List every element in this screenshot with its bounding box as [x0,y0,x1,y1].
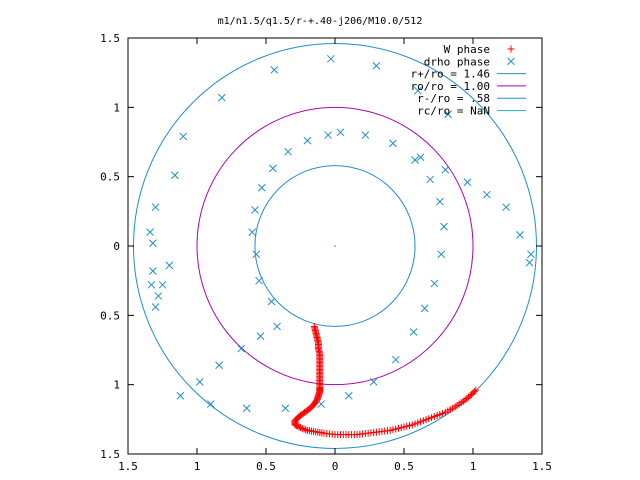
x-marker [273,322,281,331]
y-tick-label: 1.5 [100,32,120,45]
points-series-0 [291,322,480,439]
legend-marker [507,57,515,66]
center-dot [334,245,336,247]
x-marker [171,171,179,180]
x-marker [437,250,446,259]
x-marker [327,54,335,63]
x-marker [217,93,226,102]
x-marker [344,391,353,400]
x-marker [389,139,397,148]
x-marker [463,178,472,187]
x-marker [411,156,419,164]
x-marker [269,164,277,173]
points-series-1 [146,54,535,413]
plus-marker [470,388,478,396]
x-marker [482,190,491,199]
x-marker [303,136,312,145]
x-marker [151,203,160,212]
legend-label: drho phase [424,55,490,68]
plot-area [127,37,543,455]
x-marker [436,197,444,206]
x-marker [270,66,279,74]
x-marker [441,165,450,174]
x-marker [444,110,453,119]
x-marker [284,147,292,156]
y-tick-label: 0.5 [100,309,120,322]
x-tick-label: 0 [332,460,339,473]
x-marker [391,355,400,364]
x-marker [502,203,510,212]
x-marker [215,361,223,370]
x-marker [281,404,290,413]
plus-marker [298,424,306,432]
y-tick-label: 1.5 [100,448,120,461]
x-marker [206,400,215,408]
circle-series-4 [254,165,416,327]
plus-marker [302,426,310,434]
legend-marker [507,45,515,53]
legend-label: rc/ro = NaN [417,105,490,118]
x-marker [147,280,156,289]
x-marker [426,175,435,184]
x-marker [420,304,429,313]
x-tick-label: 1 [194,460,201,473]
x-marker [413,86,422,95]
x-marker [361,131,370,139]
x-marker [258,183,266,192]
x-marker [179,132,188,141]
x-marker [267,297,276,306]
x-marker [440,222,448,231]
x-tick-label: 1.5 [118,460,138,473]
x-marker [158,280,167,289]
x-marker [195,378,204,386]
x-marker [525,258,534,267]
plus-marker [297,424,304,432]
x-tick-label: 0.5 [256,460,276,473]
x-marker [430,279,439,288]
y-tick-label: 0.5 [100,171,120,184]
x-marker [148,267,157,275]
x-marker [165,261,174,270]
x-marker [148,239,157,248]
plus-marker [300,425,308,433]
x-tick-label: 1 [470,460,477,473]
x-marker [369,378,378,386]
x-marker [324,131,332,139]
x-marker [242,404,251,413]
x-marker [248,228,257,236]
plus-marker [295,423,303,431]
legend-label: r-/ro = .58 [417,92,490,105]
y-tick-label: 0 [113,240,120,253]
x-marker [416,153,425,162]
x-marker [251,206,259,214]
x-marker [317,400,326,408]
chart-title: m1/n1.5/q1.5/r-+.40-j206/M10.0/512 [218,16,423,27]
x-marker [527,250,535,259]
x-marker [255,276,263,285]
x-marker [256,332,265,340]
y-tick-label: 1 [113,101,120,114]
x-marker [237,344,246,353]
x-marker [409,328,418,336]
plus-marker [472,386,480,394]
axis-ticks: 1.5 1 0.5 0 0.5 1 1.51.510.500.511.5 [100,32,552,473]
x-marker [336,128,345,137]
x-marker [252,250,261,259]
x-marker [151,303,160,311]
legend-label: ro/ro = 1.00 [411,80,490,93]
x-marker [146,228,154,236]
x-marker [154,292,163,300]
circle-series-3 [196,106,474,386]
y-tick-label: 1 [113,379,120,392]
x-tick-label: 1.5 [532,460,552,473]
x-marker [516,231,524,239]
legend-label: W phase [444,43,490,56]
x-marker [372,61,381,70]
legend-label: r+/ro = 1.46 [411,68,490,81]
x-marker [176,391,185,400]
x-tick-label: 0.5 [394,460,414,473]
